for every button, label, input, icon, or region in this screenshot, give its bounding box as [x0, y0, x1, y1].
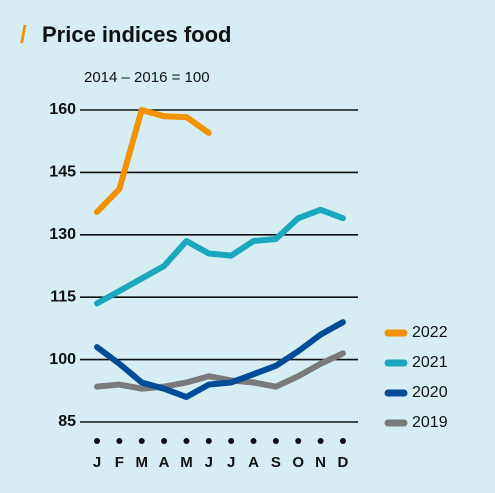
legend-label: 2022: [412, 324, 448, 341]
x-tick-label: F: [115, 454, 124, 471]
x-tick-dot: [295, 438, 302, 444]
x-tick-dot: [94, 438, 100, 444]
x-tick-label: M: [135, 454, 148, 471]
y-tick-label: 100: [49, 351, 76, 368]
legend-label: 2020: [412, 384, 448, 401]
x-tick-dot: [272, 438, 279, 444]
legend-label: 2019: [412, 414, 448, 431]
x-tick-label: N: [315, 454, 326, 471]
x-tick-label: O: [292, 454, 304, 471]
y-tick-label: 130: [49, 226, 76, 243]
y-tick-label: 160: [49, 101, 76, 118]
x-tick-dot: [161, 438, 168, 444]
x-tick-dot: [205, 438, 212, 444]
x-tick-label: S: [271, 454, 281, 471]
x-tick-label: D: [338, 454, 349, 471]
x-tick-label: M: [180, 454, 193, 471]
legend-label: 2021: [412, 354, 448, 371]
x-tick-dot: [339, 438, 346, 444]
series-line: [94, 107, 212, 215]
x-tick-dot: [250, 438, 257, 444]
x-tick-dot: [138, 438, 145, 444]
y-tick-label: 85: [58, 413, 76, 430]
x-tick-dot: [116, 438, 123, 444]
series-line: [94, 350, 346, 392]
y-tick-label: 145: [49, 164, 76, 181]
y-tick-label: 115: [50, 288, 76, 305]
x-tick-dot: [317, 438, 324, 444]
x-tick-label: A: [159, 454, 170, 471]
x-tick-dot: [183, 438, 190, 444]
title-slash: /: [20, 21, 27, 48]
series-line: [94, 319, 346, 401]
x-tick-label: J: [93, 454, 101, 471]
x-tick-label: A: [248, 454, 259, 471]
x-tick-dot: [228, 438, 235, 444]
chart-subtitle: 2014 – 2016 = 100: [84, 69, 210, 86]
series-line: [94, 206, 346, 307]
chart-title: Price indices food: [42, 22, 232, 47]
x-tick-label: J: [227, 454, 235, 471]
x-tick-label: J: [205, 454, 213, 471]
